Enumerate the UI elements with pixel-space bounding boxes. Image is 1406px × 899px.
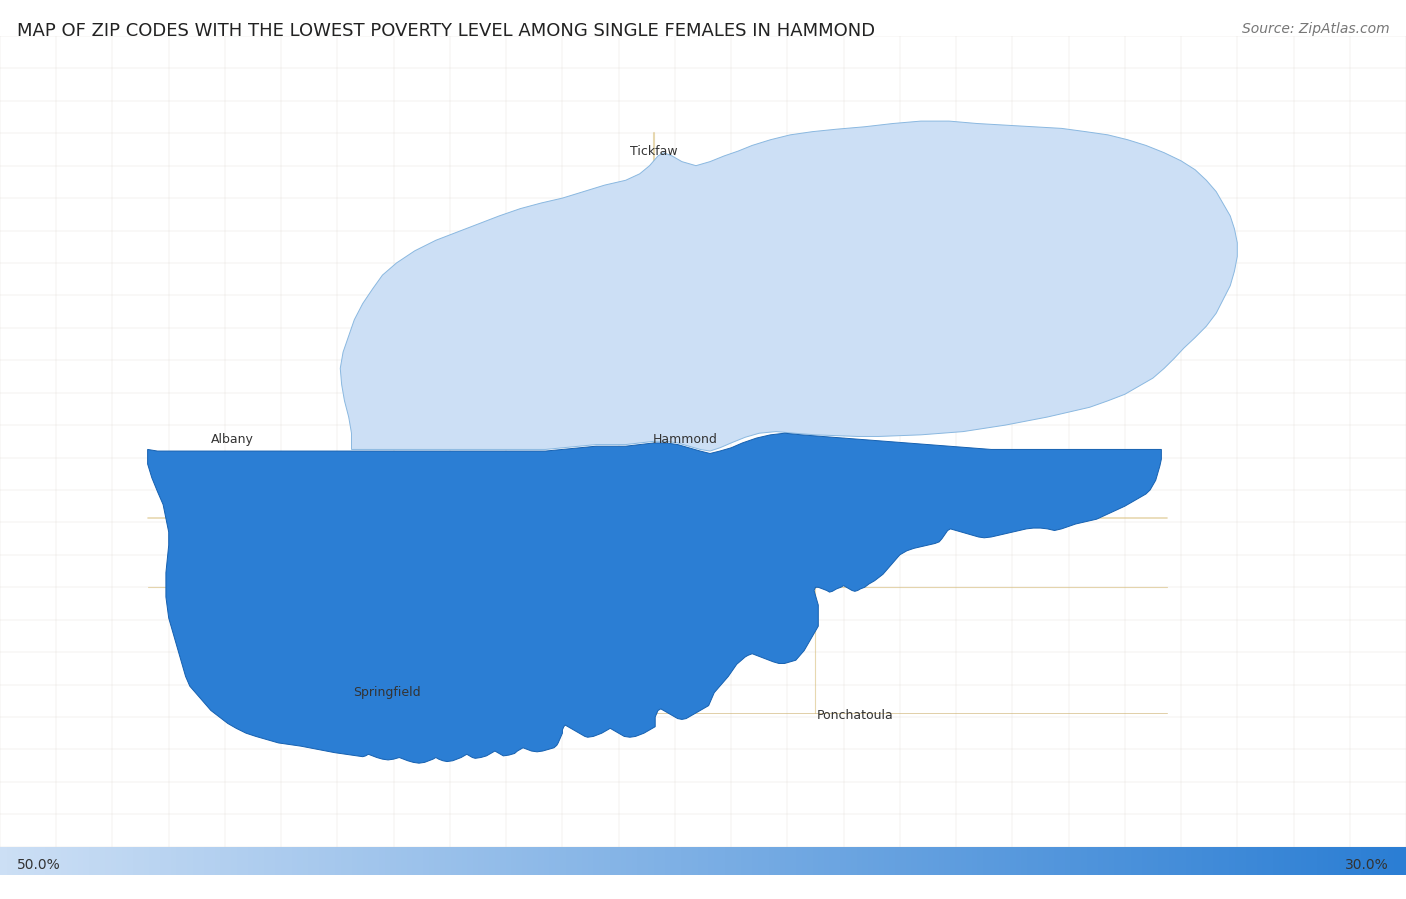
Text: 50.0%: 50.0% — [17, 858, 60, 872]
Polygon shape — [148, 433, 1161, 763]
Text: MAP OF ZIP CODES WITH THE LOWEST POVERTY LEVEL AMONG SINGLE FEMALES IN HAMMOND: MAP OF ZIP CODES WITH THE LOWEST POVERTY… — [17, 22, 875, 40]
Text: Springfield: Springfield — [353, 686, 420, 699]
Text: Hammond: Hammond — [652, 433, 717, 446]
Polygon shape — [340, 121, 1237, 451]
Text: Tickfaw: Tickfaw — [630, 145, 678, 157]
Text: Source: ZipAtlas.com: Source: ZipAtlas.com — [1241, 22, 1389, 37]
Text: Albany: Albany — [211, 433, 253, 446]
Text: 30.0%: 30.0% — [1346, 858, 1389, 872]
Text: Ponchatoula: Ponchatoula — [817, 708, 893, 722]
